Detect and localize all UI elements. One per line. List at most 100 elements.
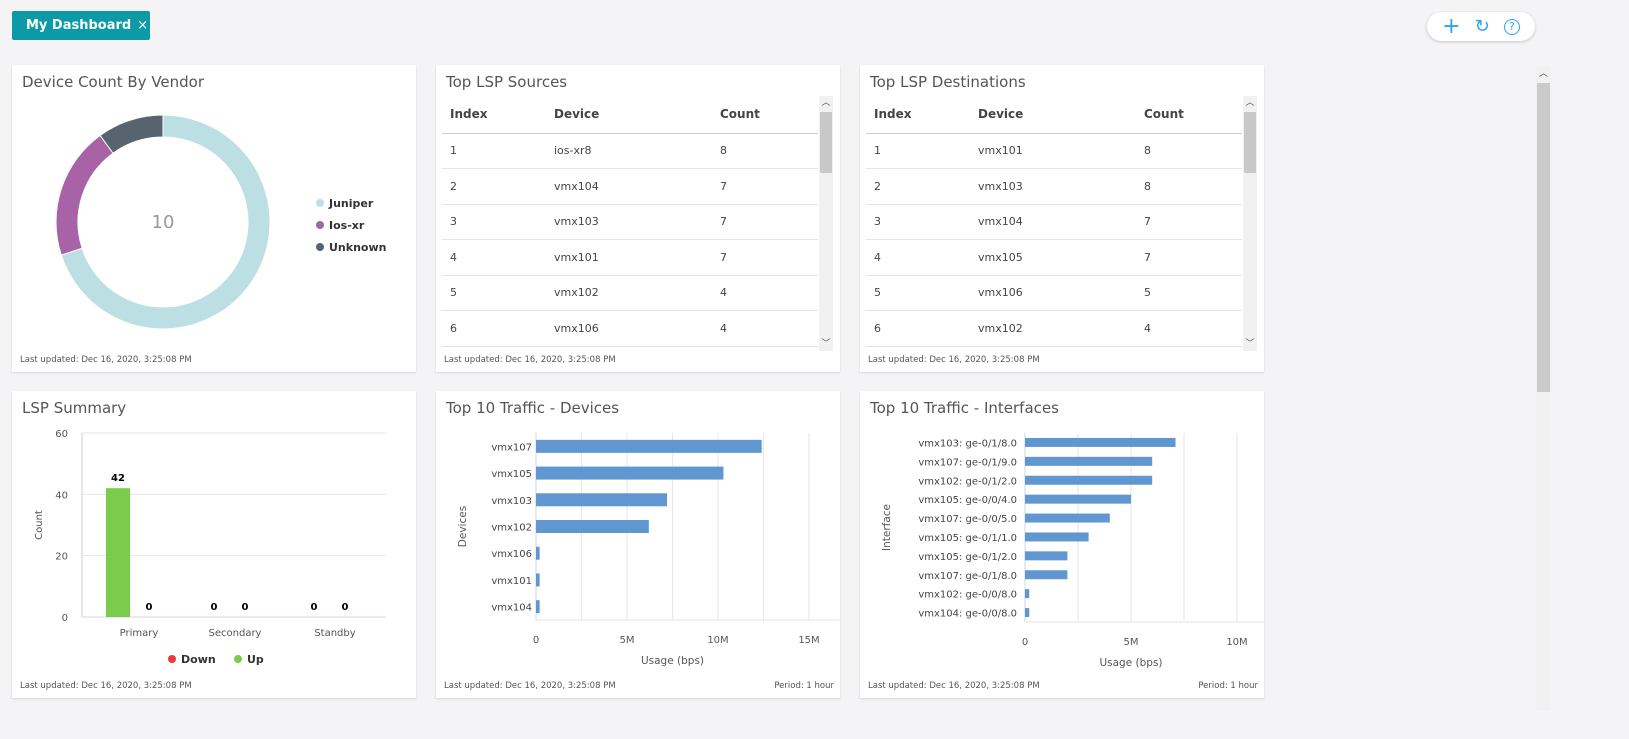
y-tick-label: vmx103: ge-0/1/8.0 [918,438,1017,449]
interfaces-traffic-chart: 0 5M 10M vmx103: ge-0/1/8.0 vmx107: ge-0/1/9… [881,433,1264,669]
cell-count: 7 [712,168,818,205]
table-row[interactable]: 5 vmx102 4 [442,275,818,311]
cell-index: 6 [442,310,546,347]
widget-top-lsp-sources: Top LSP Sources Index Device Count 1 ios-… [436,65,840,372]
x-tick-label: 10M [707,635,728,646]
table-scrollbar[interactable]: ︿ ﹀ [1243,96,1257,351]
legend-label: Ios-xr [329,219,365,232]
y-tick-label: vmx107 [491,442,532,453]
data-label: 0 [211,602,218,613]
y-tick-label: vmx105: ge-0/0/4.0 [918,495,1017,506]
page-scrollbar[interactable]: ︿ [1536,66,1551,711]
cell-count: 8 [712,133,818,169]
cell-count: 8 [1136,168,1242,205]
data-label: 42 [111,473,125,484]
add-widget-icon[interactable]: + [1442,14,1461,39]
x-tick-label: Secondary [209,628,262,639]
tab-my-dashboard[interactable]: My Dashboard × [12,11,150,40]
table-row[interactable]: 1 ios-xr8 8 [442,133,818,169]
table-row[interactable]: 6 vmx106 4 [442,310,818,347]
y-tick-label: 20 [55,552,68,563]
table-row[interactable]: 4 vmx105 7 [866,239,1242,276]
cell-index: 4 [442,239,546,276]
cell-count: 7 [712,239,818,276]
sources-table: Index Device Count 1 ios-xr8 8 2 vmx104 7 3 vmx… [442,96,818,347]
cell-device: vmx101 [970,133,1136,169]
table-row[interactable]: 3 vmx104 7 [866,204,1242,240]
y-tick-label: vmx104 [491,603,532,614]
widget-top-traffic-interfaces: Top 10 Traffic - Interfaces 0 5M 10M vmx103… [860,391,1264,698]
x-tick-label: Standby [314,628,355,639]
column-header-count[interactable]: Count [1136,96,1242,134]
scroll-up-icon[interactable]: ︿ [1245,98,1255,108]
devices-traffic-chart: 0 5M 10M 15M vmx107 vmx105 vmx103 vmx102 vmx106 v… [457,433,839,667]
y-axis-title: Interface [881,504,893,551]
close-tab-icon[interactable]: × [137,18,149,33]
cell-index: 3 [442,204,546,240]
y-tick-label: 40 [55,490,68,501]
y-tick-label: vmx107: ge-0/1/8.0 [918,571,1017,582]
cell-count: 8 [1136,133,1242,169]
cell-index: 3 [866,204,970,240]
bar [536,573,540,587]
bar [536,520,649,533]
refresh-icon[interactable]: ↻ [1474,16,1490,37]
cell-device: vmx106 [970,275,1136,311]
cell-count: 7 [1136,239,1242,276]
y-tick-label: vmx105: ge-0/1/2.0 [918,552,1017,563]
y-tick-label: vmx105 [491,469,532,480]
table-row[interactable]: 1 vmx101 8 [866,133,1242,169]
last-updated: Last updated: Dec 16, 2020, 3:25:08 PM [444,355,616,365]
widget-title: Top LSP Destinations [870,73,1026,91]
column-header-count[interactable]: Count [712,96,818,134]
x-axis-title: Usage (bps) [641,655,704,667]
column-header-index[interactable]: Index [442,96,546,134]
y-tick-label: vmx107: ge-0/0/5.0 [918,514,1017,525]
table-scrollbar[interactable]: ︿ ﹀ [819,96,833,351]
scroll-down-icon[interactable]: ﹀ [1245,339,1255,349]
bar [536,600,540,614]
column-header-device[interactable]: Device [970,96,1136,134]
widget-title: Top 10 Traffic - Devices [446,399,620,417]
last-updated: Last updated: Dec 16, 2020, 3:25:08 PM [868,681,1040,691]
cell-device: vmx105 [970,239,1136,276]
tab-label: My Dashboard [26,18,132,33]
cell-index: 6 [866,310,970,347]
cell-count: 5 [1136,275,1242,311]
legend-label: Juniper [328,197,374,210]
cell-device: vmx104 [546,168,712,205]
bar [1025,513,1110,523]
widget-title: LSP Summary [22,399,127,417]
bar [1025,532,1089,542]
table-row[interactable]: 6 vmx102 4 [866,310,1242,347]
column-header-index[interactable]: Index [866,96,970,134]
scroll-thumb[interactable] [820,112,832,173]
bar [536,439,762,453]
cell-count: 7 [712,204,818,240]
scroll-thumb[interactable] [1537,83,1550,392]
scroll-thumb[interactable] [1244,112,1256,173]
table-row[interactable]: 2 vmx103 8 [866,168,1242,205]
column-header-device[interactable]: Device [546,96,712,134]
table-row[interactable]: 2 vmx104 7 [442,168,818,205]
scroll-up-icon[interactable]: ︿ [1538,69,1548,79]
widget-title: Top LSP Sources [446,73,568,91]
cell-index: 2 [866,168,970,205]
scroll-down-icon[interactable]: ﹀ [821,339,831,349]
period: Period: 1 hour [1198,681,1258,691]
bar [1025,456,1153,466]
x-axis-title: Usage (bps) [1099,657,1162,669]
table-row[interactable]: 5 vmx106 5 [866,275,1242,311]
help-icon[interactable]: ? [1503,18,1520,35]
donut-slice-ios-xr [55,134,114,256]
y-tick-label: vmx101 [491,576,532,587]
bar [536,466,724,480]
cell-count: 4 [712,310,818,347]
table-row[interactable]: 4 vmx101 7 [442,239,818,276]
scroll-up-icon[interactable]: ︿ [821,98,831,108]
y-tick-label: vmx106 [491,549,532,560]
widget-title: Device Count By Vendor [22,73,205,91]
table-row[interactable]: 3 vmx103 7 [442,204,818,240]
cell-count: 7 [1136,204,1242,240]
widget-title: Top 10 Traffic - Interfaces [870,399,1059,417]
